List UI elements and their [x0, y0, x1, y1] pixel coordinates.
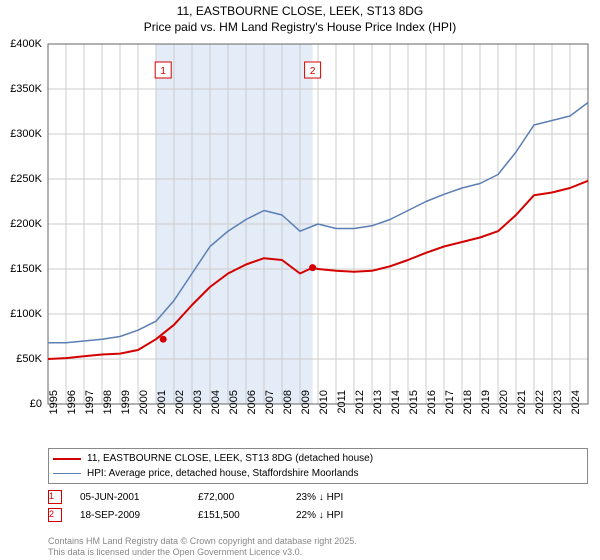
x-tick-label: 2016 [426, 390, 438, 430]
x-tick-label: 2000 [138, 390, 150, 430]
x-tick-label: 2022 [534, 390, 546, 430]
x-tick-label: 2001 [156, 390, 168, 430]
x-tick-label: 2014 [390, 390, 402, 430]
y-tick-label: £250K [10, 173, 42, 185]
x-tick-label: 2015 [408, 390, 420, 430]
footer-line2: This data is licensed under the Open Gov… [48, 547, 357, 558]
legend-row: HPI: Average price, detached house, Staf… [53, 466, 583, 481]
svg-text:2: 2 [310, 66, 316, 77]
y-tick-label: £150K [10, 263, 42, 275]
sale-diff: 23% ↓ HPI [296, 492, 386, 503]
footer-line1: Contains HM Land Registry data © Crown c… [48, 536, 357, 547]
sale-marker-icon: 2 [48, 508, 62, 522]
y-tick-label: £300K [10, 128, 42, 140]
x-tick-label: 1997 [84, 390, 96, 430]
title-subtitle: Price paid vs. HM Land Registry's House … [0, 20, 600, 36]
x-tick-label: 1995 [48, 390, 60, 430]
x-tick-label: 2009 [300, 390, 312, 430]
x-tick-label: 1999 [120, 390, 132, 430]
sale-date: 18-SEP-2009 [80, 510, 180, 521]
x-tick-label: 2003 [192, 390, 204, 430]
x-tick-label: 2020 [498, 390, 510, 430]
sale-row: 2 18-SEP-2009 £151,500 22% ↓ HPI [48, 506, 588, 524]
chart-container: 11, EASTBOURNE CLOSE, LEEK, ST13 8DG Pri… [0, 0, 600, 560]
legend: 11, EASTBOURNE CLOSE, LEEK, ST13 8DG (de… [48, 448, 588, 484]
sales-table: 1 05-JUN-2001 £72,000 23% ↓ HPI 2 18-SEP… [48, 488, 588, 524]
title-address: 11, EASTBOURNE CLOSE, LEEK, ST13 8DG [0, 4, 600, 20]
sale-date: 05-JUN-2001 [80, 492, 180, 503]
legend-swatch-hpi [53, 473, 81, 474]
x-tick-label: 2007 [264, 390, 276, 430]
svg-text:1: 1 [160, 66, 166, 77]
chart-svg: 12 [48, 44, 588, 404]
x-tick-label: 2002 [174, 390, 186, 430]
x-tick-label: 1998 [102, 390, 114, 430]
x-tick-label: 2023 [552, 390, 564, 430]
legend-row: 11, EASTBOURNE CLOSE, LEEK, ST13 8DG (de… [53, 451, 583, 466]
x-tick-label: 2011 [336, 390, 348, 430]
footer: Contains HM Land Registry data © Crown c… [48, 536, 357, 558]
y-tick-label: £0 [30, 398, 42, 410]
x-tick-label: 2017 [444, 390, 456, 430]
chart-area: 12 £0£50K£100K£150K£200K£250K£300K£350K£… [48, 44, 588, 404]
y-tick-label: £100K [10, 308, 42, 320]
title-block: 11, EASTBOURNE CLOSE, LEEK, ST13 8DG Pri… [0, 0, 600, 35]
x-tick-label: 2021 [516, 390, 528, 430]
x-tick-label: 2010 [318, 390, 330, 430]
x-tick-label: 2013 [372, 390, 384, 430]
x-tick-label: 2006 [246, 390, 258, 430]
sale-diff: 22% ↓ HPI [296, 510, 386, 521]
x-tick-label: 2012 [354, 390, 366, 430]
x-tick-label: 2008 [282, 390, 294, 430]
x-tick-label: 1996 [66, 390, 78, 430]
legend-label: 11, EASTBOURNE CLOSE, LEEK, ST13 8DG (de… [87, 451, 373, 466]
y-tick-label: £350K [10, 83, 42, 95]
sale-price: £72,000 [198, 492, 278, 503]
sale-marker-icon: 1 [48, 490, 62, 504]
x-tick-label: 2024 [570, 390, 582, 430]
y-tick-label: £50K [16, 353, 42, 365]
legend-label: HPI: Average price, detached house, Staf… [87, 466, 358, 481]
x-tick-label: 2019 [480, 390, 492, 430]
x-tick-label: 2004 [210, 390, 222, 430]
x-tick-label: 2005 [228, 390, 240, 430]
legend-swatch-price [53, 458, 81, 460]
sale-row: 1 05-JUN-2001 £72,000 23% ↓ HPI [48, 488, 588, 506]
y-tick-label: £400K [10, 38, 42, 50]
y-tick-label: £200K [10, 218, 42, 230]
sale-price: £151,500 [198, 510, 278, 521]
x-tick-label: 2018 [462, 390, 474, 430]
